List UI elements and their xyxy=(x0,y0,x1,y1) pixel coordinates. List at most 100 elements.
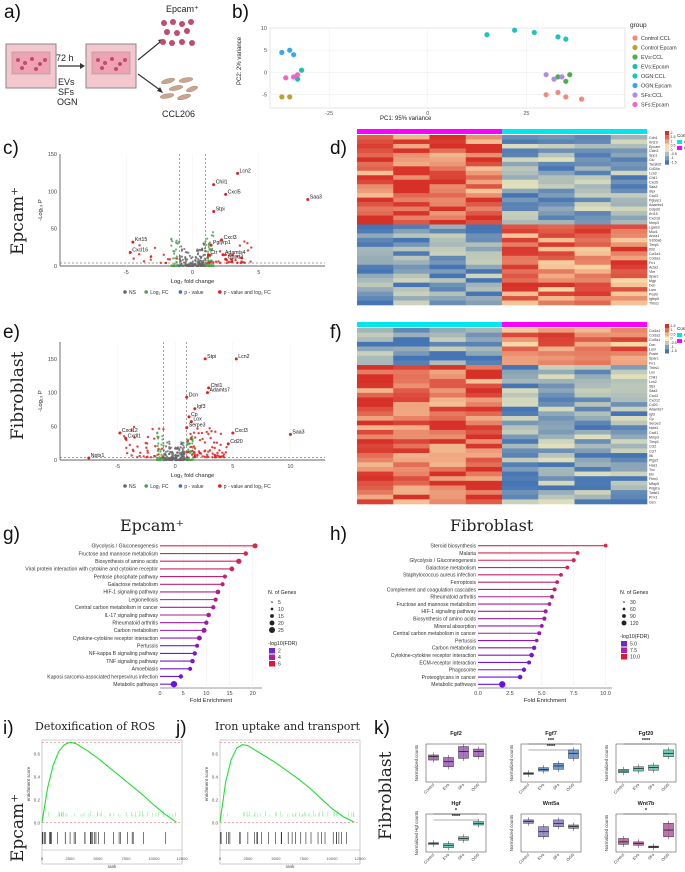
volcano-point xyxy=(177,454,180,457)
volcano-point xyxy=(208,264,211,268)
heatmap-cell xyxy=(610,355,648,361)
heatmap-cell xyxy=(357,188,394,194)
heatmap-cell xyxy=(429,374,467,380)
volcano-point xyxy=(170,457,174,460)
heatmap-cell xyxy=(393,494,430,500)
volcano-point xyxy=(189,437,192,441)
heatmap-cell xyxy=(465,388,503,394)
go-lollipop-head xyxy=(178,674,184,679)
heatmap-cell xyxy=(429,448,467,454)
heatmap-cell xyxy=(502,273,539,279)
heatmap-gene-label: Lum xyxy=(649,347,656,351)
volcano-point xyxy=(185,455,189,459)
gsea-y-tick: 0.0 xyxy=(34,820,41,825)
volcano-point xyxy=(130,454,133,457)
volcano-point xyxy=(193,407,197,411)
heatmap-cell xyxy=(538,480,575,486)
heatmap-cell xyxy=(429,170,467,176)
go-term-label: Amoebiasis xyxy=(132,667,159,673)
go-lollipop-head xyxy=(170,680,178,688)
volcano-point xyxy=(225,445,228,449)
volcano-point xyxy=(136,455,139,459)
heatmap-cell xyxy=(502,278,539,283)
heatmap-gene-label: Anxa1 xyxy=(649,234,659,238)
heatmap-cell xyxy=(393,402,430,408)
volcano-point xyxy=(203,357,207,361)
go-color-legend-label: 10.0 xyxy=(630,655,640,661)
panel-label-h: h) xyxy=(330,524,347,545)
boxplot-sig-label: **** xyxy=(547,744,556,750)
heatmap-scale-block xyxy=(665,340,669,346)
volcano-point xyxy=(243,261,246,265)
boxplot-group-label: OGN xyxy=(470,852,480,862)
go-term-label: Glycolysis / Gluconeogenesis xyxy=(409,558,476,564)
volcano-point xyxy=(154,444,157,448)
volcano-point xyxy=(215,441,219,444)
volcano-point xyxy=(146,435,150,439)
heatmap-cell xyxy=(393,166,430,172)
volcano-point xyxy=(202,259,205,262)
volcano-point xyxy=(230,261,234,264)
volcano-legend-swatch xyxy=(178,484,183,488)
heatmap-scale-label: -1.5 xyxy=(671,349,677,353)
go-lollipop-head xyxy=(529,652,534,658)
heatmap-gene-label: Spp1 xyxy=(649,154,657,158)
heatmap-cell xyxy=(538,383,575,389)
heatmap-gene-label: Col1a1 xyxy=(649,252,660,256)
heatmap-cell xyxy=(429,139,467,145)
boxplot-group-label: EVs xyxy=(631,852,640,861)
go-term-label: ECM-receptor interaction xyxy=(419,660,476,666)
volcano-point xyxy=(181,447,184,450)
heatmap-gene-label: Chil1 xyxy=(649,375,657,379)
go-x-tick: 0.0 xyxy=(474,691,482,697)
heatmap-cell xyxy=(465,251,503,257)
heatmap-cell xyxy=(357,485,394,491)
heatmap-cell xyxy=(393,300,430,306)
boxplot-frame xyxy=(425,813,487,853)
volcano-point xyxy=(188,442,191,445)
volcano-point xyxy=(221,253,225,257)
volcano-point xyxy=(222,456,226,459)
heatmap-cell xyxy=(538,434,575,440)
volcano-point xyxy=(224,192,228,196)
heatmap-cell xyxy=(465,224,503,230)
heatmap-cell xyxy=(502,166,539,172)
go-color-legend-swatch xyxy=(269,648,275,654)
volcano-point xyxy=(175,264,178,268)
heatmap-cell xyxy=(429,439,467,445)
volcano-y-tick: 0 xyxy=(54,264,57,270)
heatmap-cell xyxy=(393,406,430,412)
heatmap-cell xyxy=(502,374,539,380)
pca-point xyxy=(559,74,565,80)
volcano-point xyxy=(210,430,213,433)
heatmap-cell xyxy=(574,388,612,394)
volcano-legend-label: p - value xyxy=(184,484,203,490)
gsea-plot-iron: 0.6 0.4 0.2 0.0 0 2500 5000 7500 10000 12500 rank e… xyxy=(204,739,366,869)
volcano-point xyxy=(181,454,184,457)
heatmap-cell xyxy=(429,434,467,440)
heatmap-cell xyxy=(502,296,539,301)
heatmap-cell xyxy=(465,166,503,172)
heatmap-cell xyxy=(393,197,430,203)
heatmap-cell xyxy=(538,188,575,194)
heatmap-gene-label: Pdgfra xyxy=(649,486,660,490)
heatmap-cell xyxy=(538,233,575,239)
heatmap-cell xyxy=(538,360,575,366)
volcano-point xyxy=(198,451,202,455)
heatmap-cell xyxy=(610,202,648,207)
volcano-point xyxy=(196,454,199,457)
heatmap-cell xyxy=(574,490,612,496)
gsea-x-tick: 7500 xyxy=(122,856,132,861)
volcano-point xyxy=(149,456,153,459)
row-label-epcam: Epcam⁺ xyxy=(8,186,28,255)
volcano-point xyxy=(202,242,205,245)
heatmap-cell xyxy=(574,287,612,292)
heatmap-cell xyxy=(574,161,612,167)
pca-legend-label: EVs:Epcam xyxy=(641,65,670,71)
volcano-y-tick: 0 xyxy=(54,458,57,464)
heatmap-cell xyxy=(357,439,394,445)
heatmap-cell xyxy=(538,388,575,394)
volcano-point xyxy=(211,231,215,234)
volcano-point xyxy=(153,246,157,250)
